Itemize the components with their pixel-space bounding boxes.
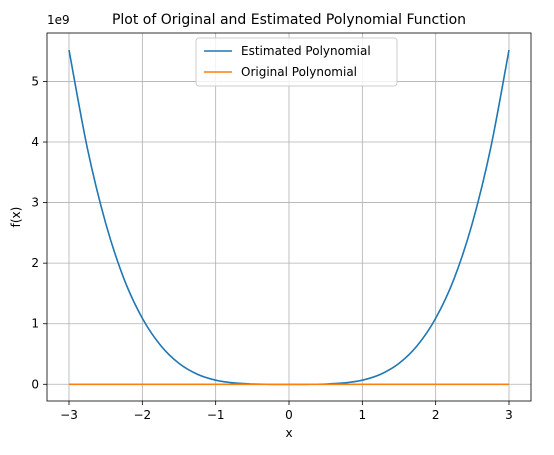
legend-box [195,37,398,87]
series-layer [68,49,510,386]
y-tick-label: 1 [31,317,39,331]
y-tick-label: 5 [31,74,39,88]
y-axis-label: f(x) [9,207,23,228]
legend: Estimated Polynomial Original Polynomial [195,37,398,87]
x-tick-label: 2 [432,408,440,422]
chart-title: Plot of Original and Estimated Polynomia… [112,12,466,28]
x-tick-label: 1 [359,408,367,422]
x-tick-label: −3 [60,408,78,422]
x-axis-ticks: −3 −2 −1 0 1 2 3 [60,401,513,422]
legend-label: Estimated Polynomial [241,44,371,58]
x-tick-label: −1 [207,408,225,422]
y-tick-label: 4 [31,135,39,149]
x-tick-label: 0 [285,408,293,422]
y-tick-label: 3 [31,196,39,210]
x-tick-label: −2 [133,408,151,422]
y-tick-label: 2 [31,256,39,270]
x-tick-label: 3 [505,408,513,422]
legend-label: Original Polynomial [241,65,357,79]
x-axis-label: x [285,426,292,440]
y-tick-label: 0 [31,377,39,391]
y-axis-offset-label: 1e9 [47,13,70,27]
y-axis-ticks: 0 1 2 3 4 5 [31,74,47,391]
